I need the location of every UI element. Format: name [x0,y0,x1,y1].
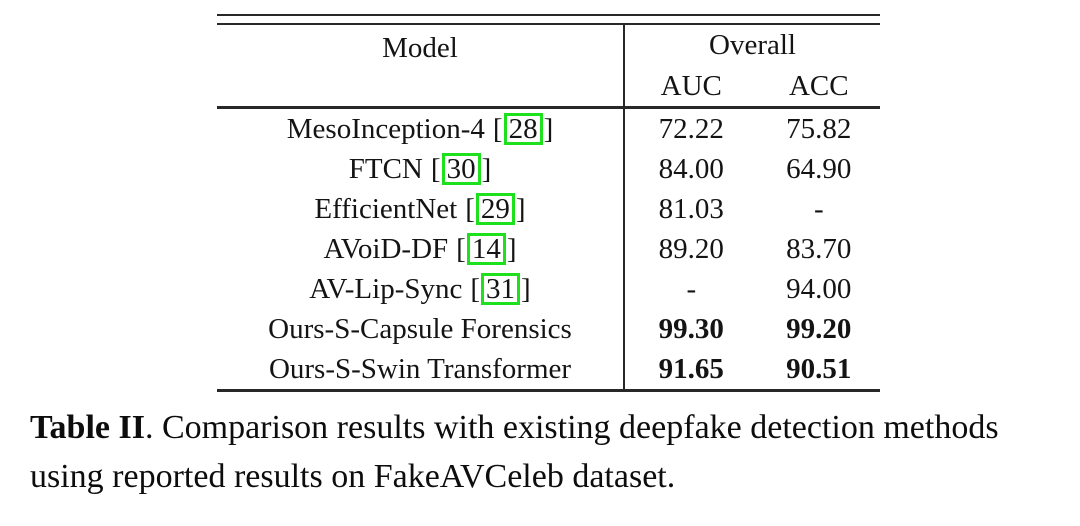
column-header-auc: AUC [660,69,722,102]
model-name-cell: Ours-S-Capsule Forensics [] [217,309,623,349]
citation-ref[interactable]: [14] [456,233,517,265]
citation-ref[interactable]: [29] [465,193,526,225]
table-row: MesoInception-4 [28] 72.22 75.82 [217,109,880,149]
model-name-cell: AVoiD-DF [14] [217,229,623,269]
column-header-model: Model [382,32,458,64]
model-name: Ours-S-Capsule Forensics [268,312,572,345]
acc-value: 75.82 [786,112,852,145]
citation-number[interactable]: 31 [481,273,521,305]
table-row: EfficientNet [29] 81.03 - [217,189,880,229]
table-caption: Table II. Comparison results with existi… [30,403,1052,501]
model-name: AV-Lip-Sync [309,272,463,305]
citation-number[interactable]: 30 [441,153,481,185]
citation-ref[interactable]: [31] [470,273,531,305]
table-header: Model Overall AUC ACC [217,25,880,109]
table-row: Ours-S-Capsule Forensics [] 99.30 99.20 [217,309,880,349]
citation-number[interactable]: 14 [466,233,506,265]
caption-text: . Comparison results with existing deepf… [30,409,999,495]
table-body: MesoInception-4 [28] 72.22 75.82 FTCN [3… [217,109,880,392]
auc-value: 81.03 [658,192,724,225]
auc-value: 89.20 [658,232,724,265]
table-row: AV-Lip-Sync [31] - 94.00 [217,269,880,309]
column-group-overall: Overall AUC ACC [623,25,880,106]
table-row: Ours-S-Swin Transformer [] 91.65 90.51 [217,349,880,389]
caption-label: Table II [30,409,145,446]
citation-number[interactable]: 28 [503,113,543,145]
column-header-acc: ACC [788,69,849,102]
model-name-cell: AV-Lip-Sync [31] [217,269,623,309]
table-row: AVoiD-DF [14] 89.20 83.70 [217,229,880,269]
model-name-cell: MesoInception-4 [28] [217,109,623,149]
table-top-double-rule [217,14,880,25]
acc-value: 99.20 [786,312,852,345]
results-table: Model Overall AUC ACC MesoI [217,14,880,392]
acc-value: 64.90 [786,152,852,185]
citation-ref[interactable]: [30] [430,153,492,185]
model-name: AVoiD-DF [323,232,449,265]
model-name: MesoInception-4 [286,112,485,145]
column-header-overall: Overall [709,29,796,61]
model-name: FTCN [348,152,423,185]
citation-number[interactable]: 29 [475,193,515,225]
acc-value: 94.00 [786,272,852,305]
auc-value: 72.22 [658,112,724,145]
table-row: FTCN [30] 84.00 64.90 [217,149,880,189]
acc-value: 83.70 [786,232,852,265]
acc-value: - [813,192,824,225]
auc-value: 84.00 [658,152,724,185]
auc-value: 99.30 [658,312,724,345]
auc-value: 91.65 [658,352,724,385]
model-name-cell: FTCN [30] [217,149,623,189]
model-name-cell: EfficientNet [29] [217,189,623,229]
model-name: EfficientNet [314,192,458,225]
citation-ref[interactable]: [28] [492,113,554,145]
model-name-cell: Ours-S-Swin Transformer [] [217,349,623,389]
acc-value: 90.51 [786,352,852,385]
auc-value: - [686,272,697,305]
model-name: Ours-S-Swin Transformer [268,352,572,385]
